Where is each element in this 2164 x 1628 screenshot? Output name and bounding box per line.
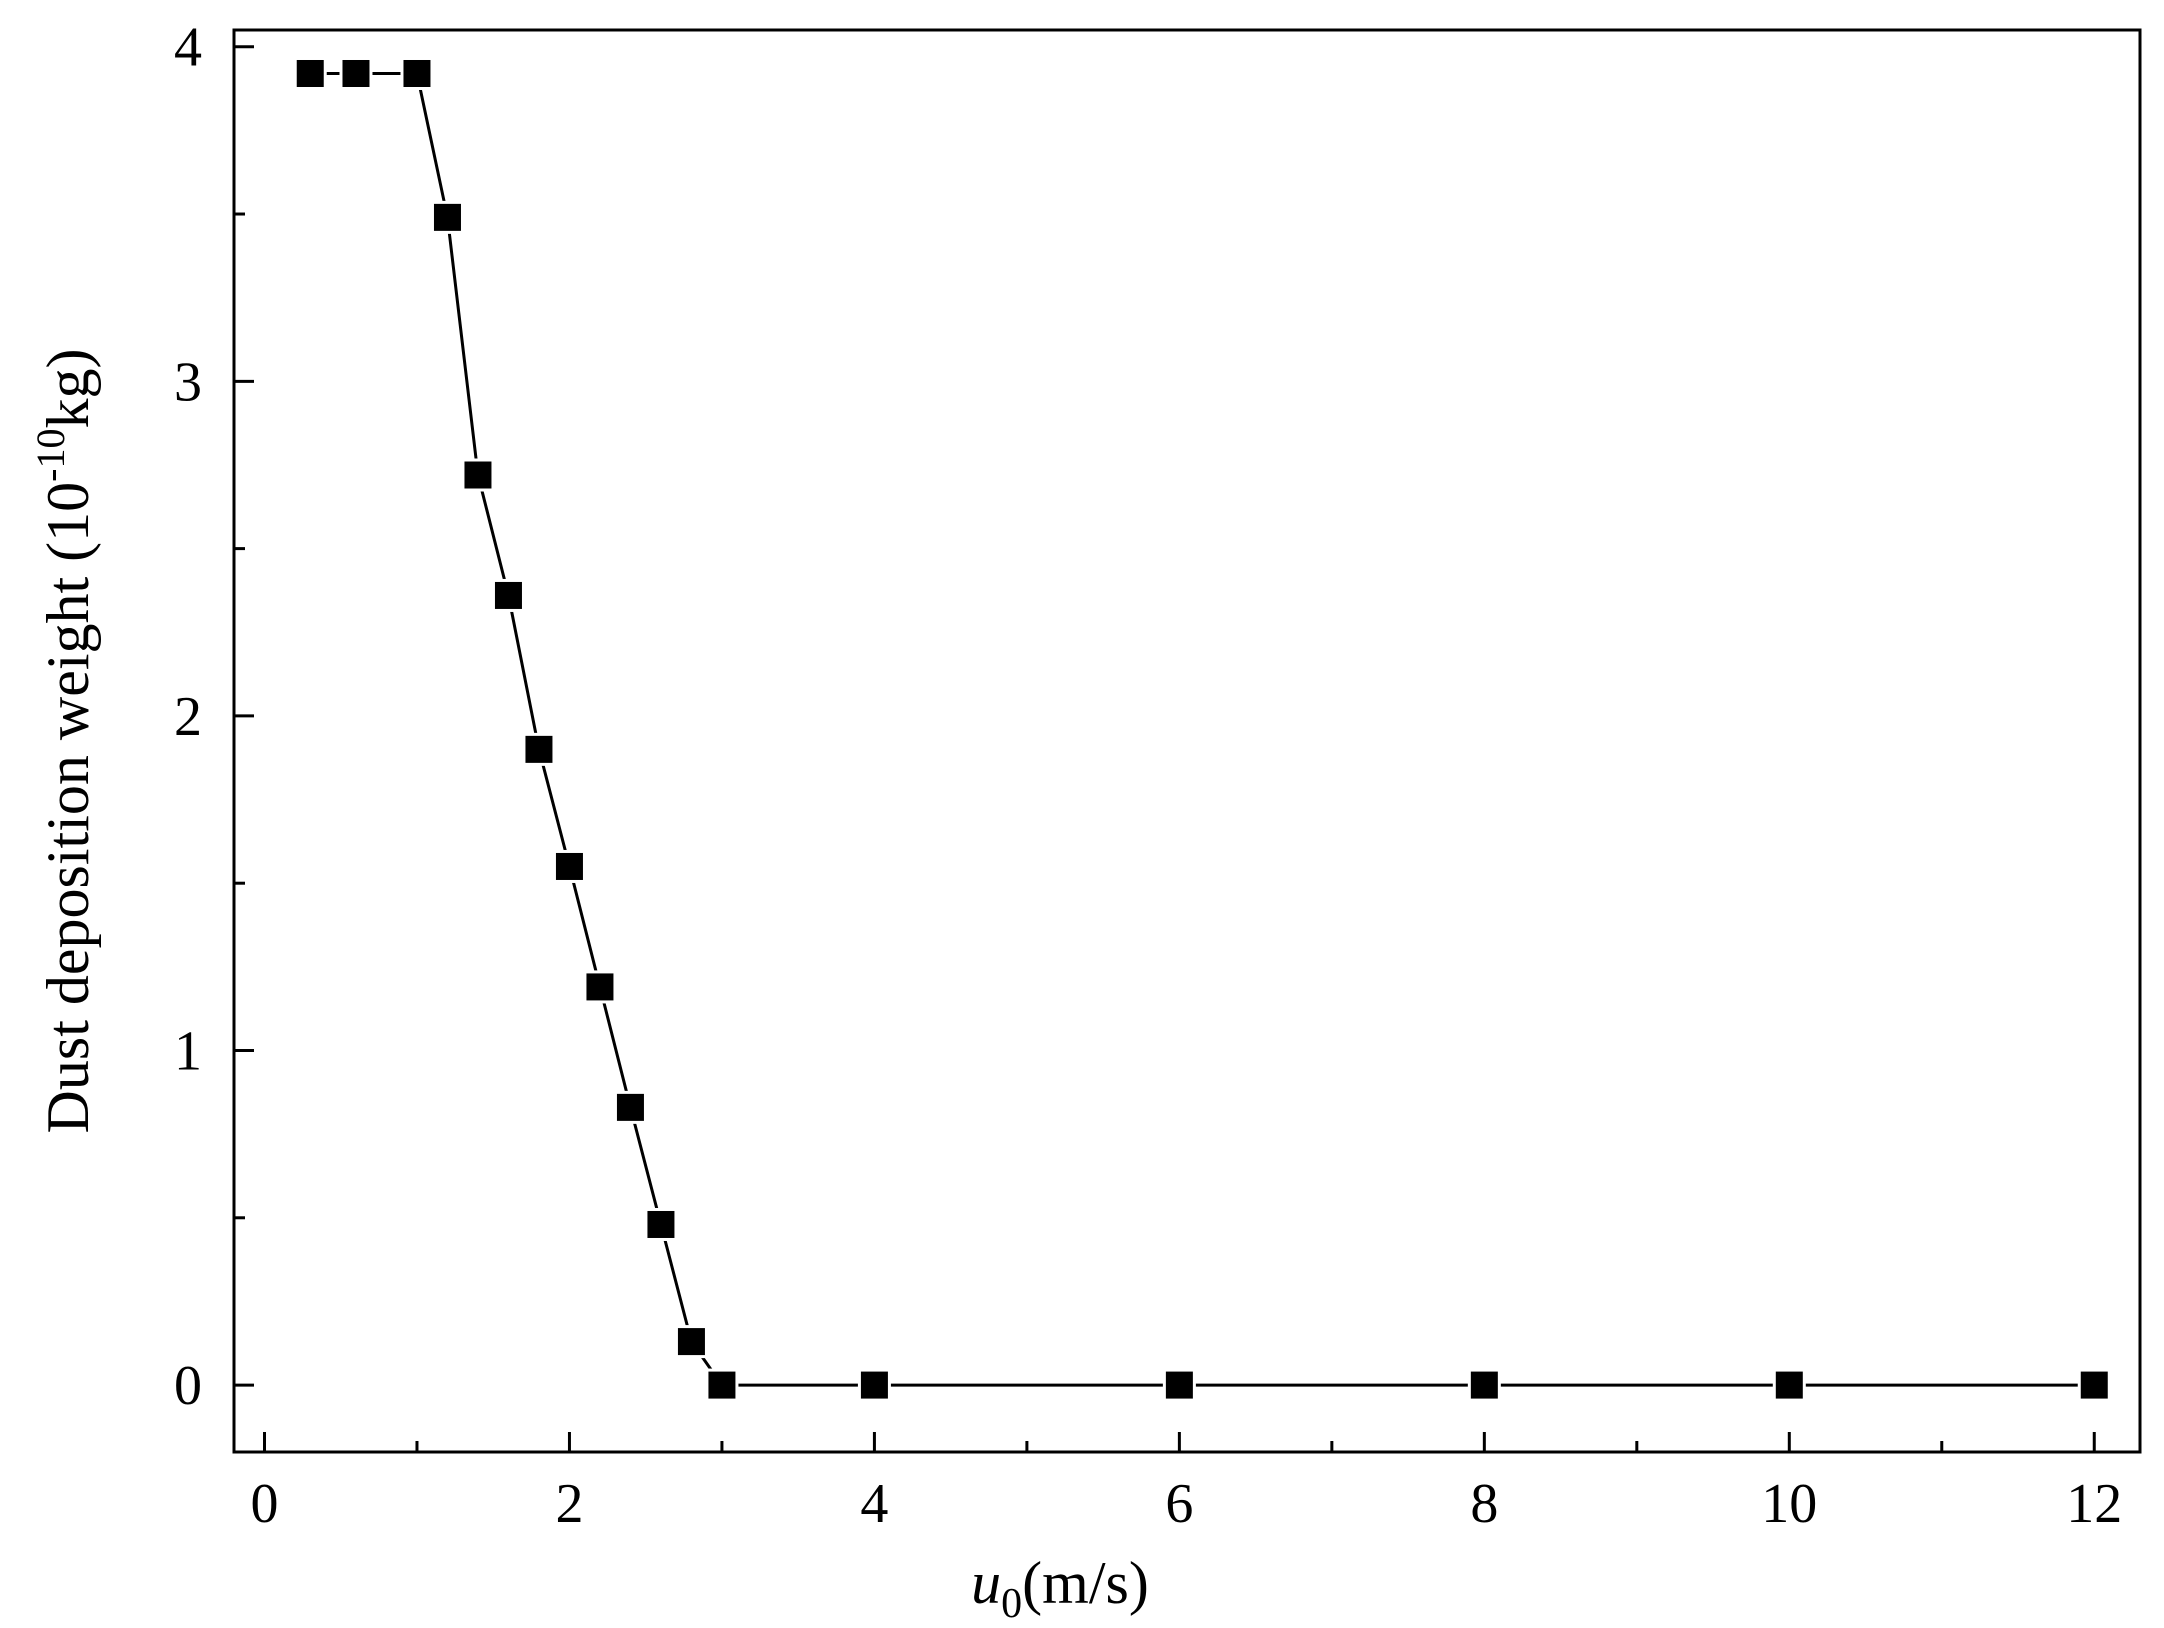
y-tick-label: 3: [174, 351, 202, 413]
y-axis-title: Dust deposition weight (10-10kg): [28, 349, 101, 1134]
series-line-group: [310, 71, 2095, 1387]
y-tick-label: 0: [174, 1355, 202, 1417]
plot-frame: [232, 28, 2142, 1454]
x-tick-label: 10: [1761, 1473, 1817, 1535]
data-point-marker: [552, 849, 586, 883]
x-axis-title: u0(m/s): [971, 1550, 1149, 1627]
data-point-marker: [2077, 1368, 2111, 1402]
data-point-marker: [1772, 1368, 1806, 1402]
data-point-marker: [339, 56, 373, 90]
data-point-marker: [293, 56, 327, 90]
data-point-marker: [613, 1090, 647, 1124]
y-tick-label: 4: [174, 17, 202, 79]
data-point-marker: [1162, 1368, 1196, 1402]
x-tick-label: 0: [250, 1473, 278, 1535]
series-line: [310, 71, 2095, 1387]
x-tick-label: 6: [1165, 1473, 1193, 1535]
y-axis-ticks: 0 1 2 3 4: [174, 17, 254, 1417]
data-point-marker: [644, 1207, 678, 1241]
data-point-marker: [461, 458, 495, 492]
y-tick-label: 2: [174, 686, 202, 748]
y-tick-label: 1: [174, 1020, 202, 1082]
x-tick-label: 2: [555, 1473, 583, 1535]
data-point-marker: [705, 1368, 739, 1402]
data-point-marker: [583, 970, 617, 1004]
data-point-marker: [1467, 1368, 1501, 1402]
x-tick-label: 8: [1470, 1473, 1498, 1535]
data-point-marker: [857, 1368, 891, 1402]
data-point-marker: [522, 732, 556, 766]
x-tick-label: 12: [2066, 1473, 2122, 1535]
data-point-marker: [400, 56, 434, 90]
data-point-marker: [430, 200, 464, 234]
data-point-marker: [491, 578, 525, 612]
x-tick-label: 4: [860, 1473, 888, 1535]
x-axis-ticks: 0 2 4 6 8 10 12: [250, 1432, 2122, 1535]
series-markers-group: [293, 56, 2111, 1402]
data-point-marker: [674, 1325, 708, 1359]
